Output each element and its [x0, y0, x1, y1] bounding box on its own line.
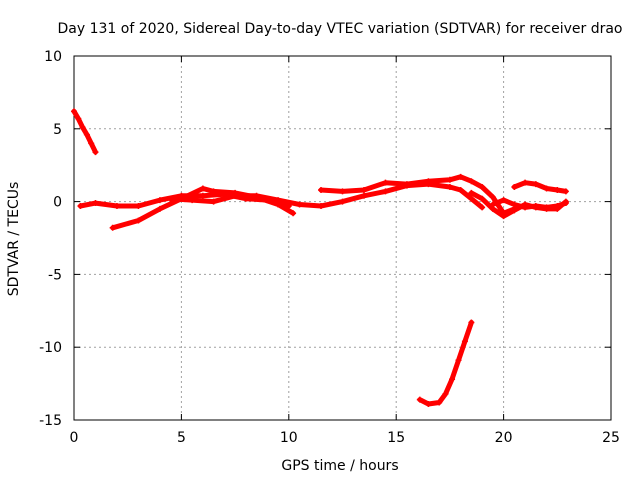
data-point: [339, 188, 346, 195]
data-point: [479, 184, 486, 191]
data-point: [232, 192, 239, 199]
data-point: [382, 179, 389, 186]
x-tick-label: 15: [387, 430, 405, 446]
data-point: [113, 202, 120, 209]
x-tick-label: 5: [177, 430, 186, 446]
x-tick-label: 10: [280, 430, 298, 446]
y-tick-label: -15: [39, 413, 62, 429]
data-point: [296, 201, 303, 208]
data-point: [455, 357, 462, 364]
data-point: [83, 131, 90, 138]
data-point: [71, 108, 77, 115]
data-point: [457, 173, 464, 180]
data-point: [500, 197, 507, 204]
data-point: [135, 202, 142, 209]
data-point: [156, 205, 163, 212]
y-tick-label: -5: [48, 267, 62, 283]
data-point: [382, 188, 389, 195]
series-line: [110, 186, 296, 231]
data-point: [522, 179, 529, 186]
data-point: [446, 176, 453, 183]
y-axis-label: SDTVAR / TECUs: [6, 182, 22, 297]
data-point: [562, 200, 569, 207]
x-tick-label: 0: [70, 430, 79, 446]
data-point: [436, 399, 443, 406]
data-point: [339, 198, 346, 205]
data-point: [167, 195, 174, 202]
chart-title: Day 131 of 2020, Sidereal Day-to-day VTE…: [57, 21, 622, 37]
data-point: [479, 204, 486, 211]
data-point: [77, 202, 84, 209]
data-point: [442, 390, 449, 397]
data-point: [425, 178, 432, 185]
data-point: [489, 194, 496, 201]
data-point: [461, 338, 468, 345]
data-point: [511, 201, 518, 208]
data-point: [446, 184, 453, 191]
data-point: [403, 181, 410, 188]
data-point: [479, 195, 486, 202]
y-tick-label: 0: [53, 195, 62, 211]
series-arc-main-d: [318, 173, 518, 217]
data-point: [92, 200, 99, 207]
series-arc-dip: [416, 319, 475, 407]
series-arc-early-descending: [71, 108, 99, 156]
data-point: [79, 124, 86, 131]
data-point: [468, 189, 475, 196]
data-series: [71, 108, 569, 407]
data-point: [554, 186, 561, 193]
data-point: [109, 224, 116, 231]
y-tick-label: 10: [44, 49, 62, 65]
data-point: [457, 186, 464, 193]
data-point: [511, 207, 518, 214]
data-point: [88, 140, 95, 147]
data-point: [468, 319, 475, 326]
x-tick-label: 20: [495, 430, 513, 446]
data-point: [210, 198, 217, 205]
data-point: [468, 195, 475, 202]
data-point: [199, 192, 206, 199]
data-point: [543, 204, 550, 211]
data-point: [360, 186, 367, 193]
data-point: [156, 197, 163, 204]
data-point: [468, 178, 475, 185]
data-point: [562, 188, 569, 195]
y-tick-label: 5: [53, 122, 62, 138]
x-tick-label: 25: [602, 430, 620, 446]
data-point: [275, 197, 282, 204]
data-point: [449, 376, 456, 383]
data-point: [75, 115, 82, 122]
data-point: [543, 185, 550, 192]
data-point: [199, 185, 206, 192]
data-point: [92, 149, 99, 156]
data-point: [554, 202, 561, 209]
x-axis-label: GPS time / hours: [281, 458, 398, 474]
data-point: [318, 202, 325, 209]
data-point: [511, 184, 518, 191]
data-point: [318, 186, 325, 193]
data-point: [360, 192, 367, 199]
data-point: [210, 188, 217, 195]
grid-lines: [74, 56, 611, 420]
data-point: [522, 204, 529, 211]
axis-ticks: 0 5 10 15 20 25 -15 -10 -5 0 5 10: [39, 49, 620, 446]
data-point: [489, 201, 496, 208]
data-point: [500, 213, 507, 220]
data-point: [416, 396, 423, 403]
data-point: [532, 181, 539, 188]
plot-frame: [73, 55, 612, 421]
y-tick-label: -10: [39, 340, 62, 356]
data-point: [253, 192, 260, 199]
data-point: [290, 210, 297, 217]
series-arc-late-b: [489, 197, 569, 211]
data-point: [189, 197, 196, 204]
series-line: [71, 108, 98, 155]
data-point: [425, 400, 432, 407]
series-arc-late-c: [511, 179, 569, 195]
data-point: [135, 217, 142, 224]
series-arc-main-c: [167, 181, 486, 211]
data-point: [532, 202, 539, 209]
series-line: [318, 174, 517, 216]
